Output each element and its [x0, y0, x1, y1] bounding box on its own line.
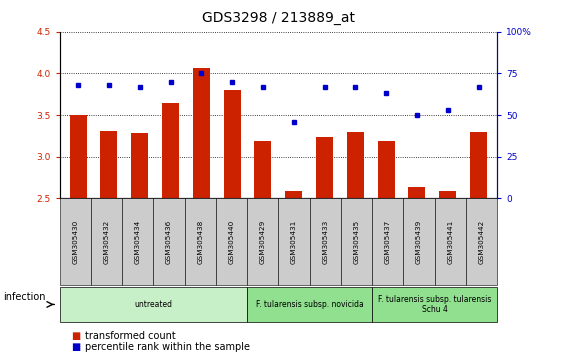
Text: ■: ■: [71, 331, 80, 341]
Bar: [470, 132, 487, 198]
Bar: [101, 131, 118, 198]
Text: F. tularensis subsp. novicida: F. tularensis subsp. novicida: [256, 300, 364, 309]
Text: GSM305442: GSM305442: [478, 219, 485, 264]
Text: GSM305429: GSM305429: [260, 219, 266, 264]
Text: GSM305439: GSM305439: [416, 219, 422, 264]
Text: F. tularensis subsp. tularensis
Schu 4: F. tularensis subsp. tularensis Schu 4: [378, 295, 491, 314]
Text: untreated: untreated: [135, 300, 172, 309]
Text: GSM305431: GSM305431: [291, 219, 297, 264]
Bar: [193, 68, 210, 198]
Text: percentile rank within the sample: percentile rank within the sample: [85, 342, 250, 352]
Bar: [316, 137, 333, 198]
Bar: [408, 187, 425, 198]
Bar: [254, 141, 272, 198]
Text: GSM305434: GSM305434: [135, 219, 141, 264]
Text: GSM305438: GSM305438: [197, 219, 203, 264]
Text: GDS3298 / 213889_at: GDS3298 / 213889_at: [202, 11, 355, 25]
Bar: [162, 103, 179, 198]
Text: GSM305433: GSM305433: [322, 219, 328, 264]
Bar: [131, 132, 148, 198]
Text: GSM305441: GSM305441: [447, 219, 453, 264]
Text: GSM305437: GSM305437: [385, 219, 391, 264]
Text: infection: infection: [3, 292, 45, 302]
Text: GSM305440: GSM305440: [228, 219, 235, 264]
Text: GSM305430: GSM305430: [72, 219, 78, 264]
Text: GSM305435: GSM305435: [353, 219, 360, 264]
Text: transformed count: transformed count: [85, 331, 176, 341]
Bar: [347, 132, 364, 198]
Bar: [70, 115, 86, 198]
Bar: [439, 191, 456, 198]
Text: GSM305436: GSM305436: [166, 219, 172, 264]
Bar: [378, 141, 395, 198]
Bar: [224, 90, 241, 198]
Text: ■: ■: [71, 342, 80, 352]
Bar: [285, 191, 302, 198]
Text: GSM305432: GSM305432: [103, 219, 110, 264]
